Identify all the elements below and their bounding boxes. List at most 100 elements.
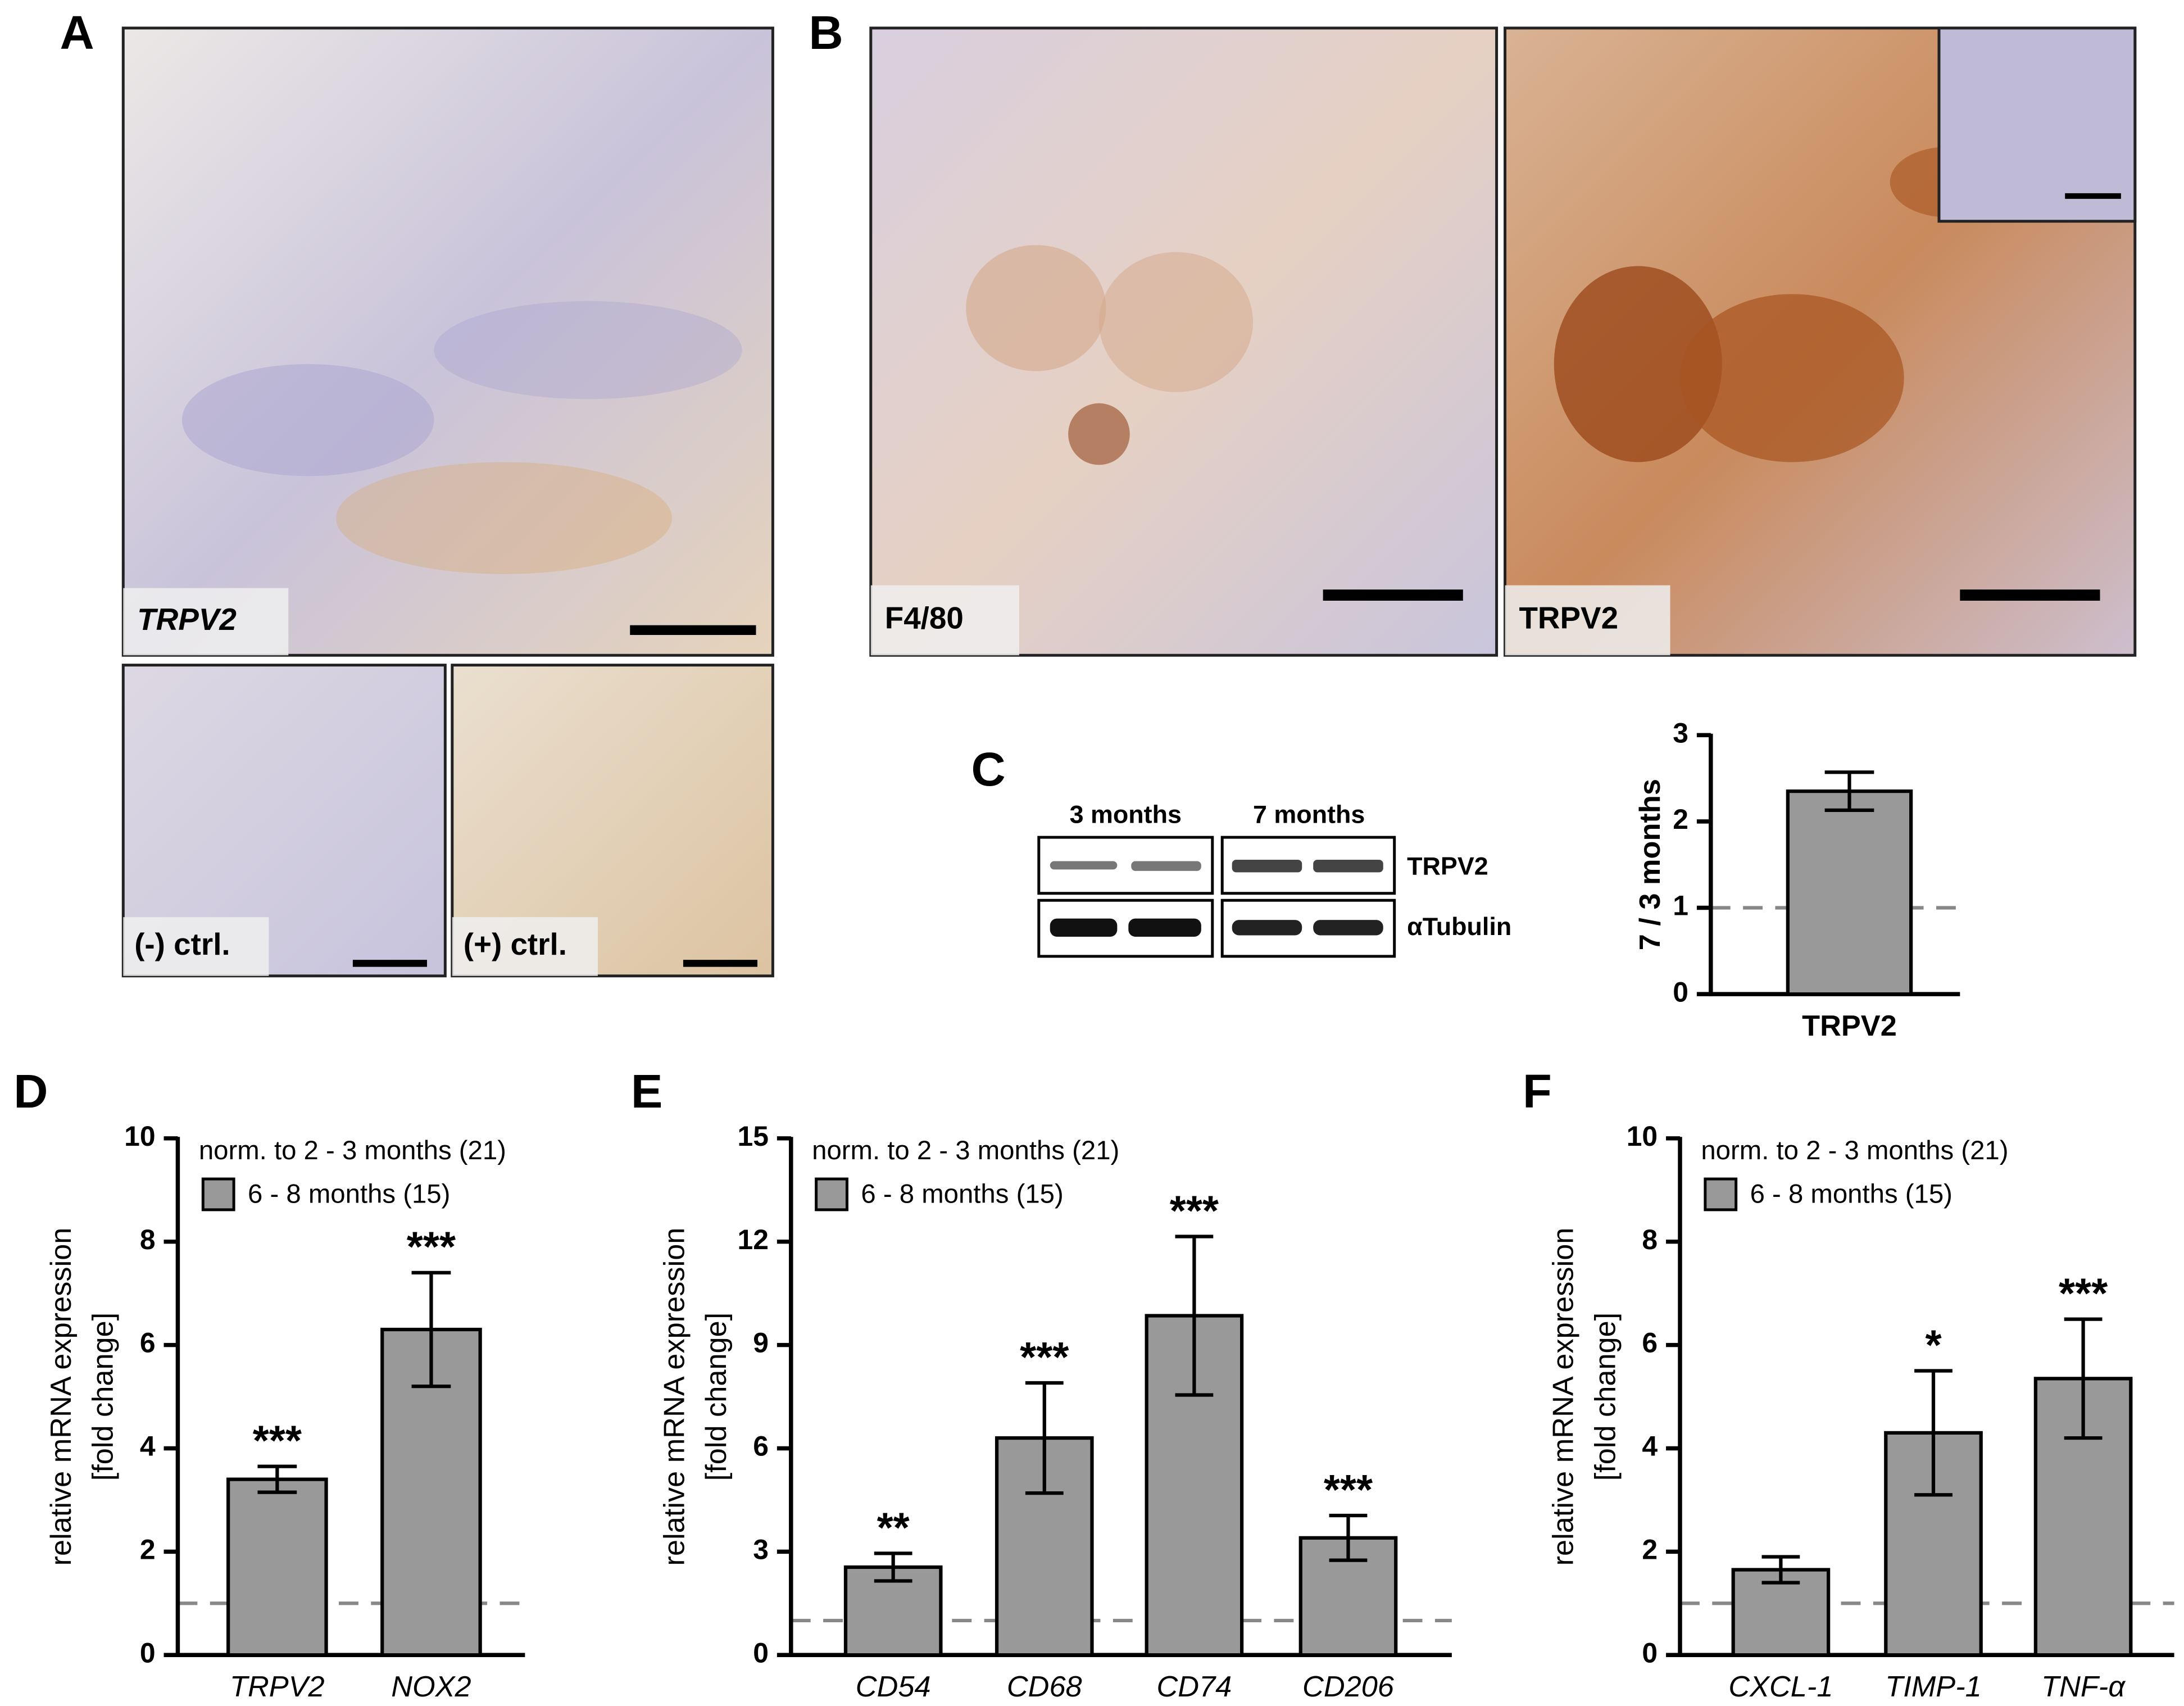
- x-tick-label: NOX2: [391, 1671, 471, 1703]
- tissue: [1680, 294, 1904, 462]
- y-axis-label: [fold change]: [87, 1313, 120, 1481]
- band: [1313, 920, 1383, 936]
- blot-row-label: TRPV2: [1407, 852, 1488, 881]
- band: [1232, 920, 1302, 936]
- band: [1313, 859, 1383, 873]
- tissue: [1068, 403, 1130, 465]
- y-tick-label: 12: [737, 1224, 768, 1255]
- label-bg: [1505, 585, 1670, 656]
- error-bar: [1914, 1369, 1953, 1497]
- y-tick-label: 0: [753, 1637, 769, 1668]
- legend-note: norm. to 2 - 3 months (21): [1701, 1136, 2008, 1165]
- label-bg: [452, 917, 598, 976]
- legend-label: 6 - 8 months (15): [861, 1179, 1063, 1209]
- y-tick-label: 2: [140, 1533, 156, 1565]
- x-tick-label: CD54: [856, 1671, 931, 1703]
- significance: ***: [253, 1417, 302, 1464]
- tissue: [181, 364, 434, 477]
- x-tick-label: CXCL-1: [1728, 1671, 1833, 1703]
- y-tick-label: 6: [140, 1327, 156, 1359]
- tissue: [336, 462, 672, 574]
- y-tick-label: 6: [1642, 1327, 1658, 1359]
- band: [1050, 861, 1118, 870]
- inset: [1937, 26, 2137, 223]
- micrograph: [121, 26, 774, 657]
- band: [1050, 918, 1118, 937]
- bar: [226, 1477, 328, 1657]
- y-tick-label: 3: [1673, 717, 1688, 748]
- micro-label: TRPV2: [1519, 600, 1618, 635]
- tissue: [966, 245, 1106, 371]
- micro-label: TRPV2: [137, 602, 237, 637]
- y-tick-label: 10: [124, 1120, 155, 1152]
- x-tick-label: TNF-α: [2041, 1671, 2126, 1703]
- y-axis-label: [fold change]: [700, 1313, 733, 1481]
- significance: *: [1925, 1321, 1942, 1368]
- significance: ***: [2059, 1269, 2108, 1317]
- legend-note: norm. to 2 - 3 months (21): [199, 1136, 506, 1165]
- legend-swatch: [1704, 1177, 1738, 1212]
- y-tick-label: 0: [1673, 976, 1688, 1008]
- y-tick-label: 15: [737, 1120, 768, 1152]
- x-tick-label: CD74: [1157, 1671, 1232, 1703]
- legend-label: 6 - 8 months (15): [1750, 1179, 1953, 1209]
- error-bar: [1824, 770, 1874, 812]
- significance: ***: [1324, 1466, 1373, 1513]
- y-tick-label: 1: [1673, 890, 1688, 922]
- y-axis-label: 7 / 3 months: [1634, 779, 1667, 950]
- error-bar: [411, 1271, 451, 1389]
- y-axis-label: relative mRNA expression: [1547, 1228, 1580, 1566]
- x-tick-label: CD68: [1007, 1671, 1082, 1703]
- x-tick-label: CD206: [1302, 1671, 1395, 1703]
- label-bg: [123, 588, 289, 656]
- significance: ***: [407, 1223, 456, 1271]
- y-tick-label: 10: [1627, 1120, 1658, 1152]
- band: [1131, 861, 1201, 871]
- error-bar: [1025, 1381, 1064, 1495]
- blot-row-label: αTubulin: [1407, 912, 1511, 941]
- tissue: [1554, 266, 1722, 462]
- panel-letter: C: [971, 742, 1006, 796]
- band: [1232, 859, 1302, 873]
- x-tick-label: TRPV2: [230, 1671, 325, 1703]
- y-axis-label: [fold change]: [1589, 1313, 1622, 1481]
- error-bar: [257, 1464, 297, 1494]
- y-axis-label: relative mRNA expression: [658, 1228, 691, 1566]
- y-tick-label: 8: [140, 1224, 156, 1255]
- panel-letter: F: [1523, 1064, 1552, 1118]
- y-tick-label: 2: [1673, 804, 1688, 835]
- y-tick-label: 4: [140, 1431, 156, 1462]
- y-tick-label: 9: [753, 1327, 769, 1359]
- y-tick-label: 0: [140, 1637, 156, 1668]
- legend-label: 6 - 8 months (15): [248, 1179, 450, 1209]
- significance: **: [877, 1504, 910, 1551]
- tissue: [434, 301, 742, 400]
- legend-note: norm. to 2 - 3 months (21): [812, 1136, 1119, 1165]
- panel-letter: D: [13, 1064, 48, 1118]
- blot-lane-label: 3 months: [1070, 800, 1182, 829]
- legend-swatch: [815, 1177, 848, 1212]
- micro-label: F4/80: [885, 600, 964, 635]
- error-bar: [1329, 1513, 1368, 1562]
- error-bar: [2064, 1317, 2103, 1440]
- label-bg: [870, 585, 1019, 656]
- y-tick-label: 4: [1642, 1431, 1658, 1462]
- tissue: [1098, 252, 1254, 392]
- y-tick-label: 6: [753, 1431, 769, 1462]
- error-bar: [1761, 1555, 1800, 1585]
- legend-swatch: [201, 1177, 235, 1212]
- y-tick-label: 0: [1642, 1637, 1658, 1668]
- y-tick-label: 8: [1642, 1224, 1658, 1255]
- x-tick-label: TIMP-1: [1885, 1671, 1981, 1703]
- significance: ***: [1170, 1187, 1219, 1234]
- significance: ***: [1020, 1333, 1069, 1381]
- y-tick-label: 3: [753, 1533, 769, 1565]
- label-bg: [123, 917, 269, 976]
- x-tick-label: TRPV2: [1802, 1010, 1897, 1042]
- micro-label: (-) ctrl.: [134, 927, 230, 961]
- bar: [380, 1327, 482, 1657]
- panel-letter: A: [60, 6, 94, 59]
- y-tick-label: 2: [1642, 1533, 1658, 1565]
- error-bar: [1175, 1235, 1214, 1397]
